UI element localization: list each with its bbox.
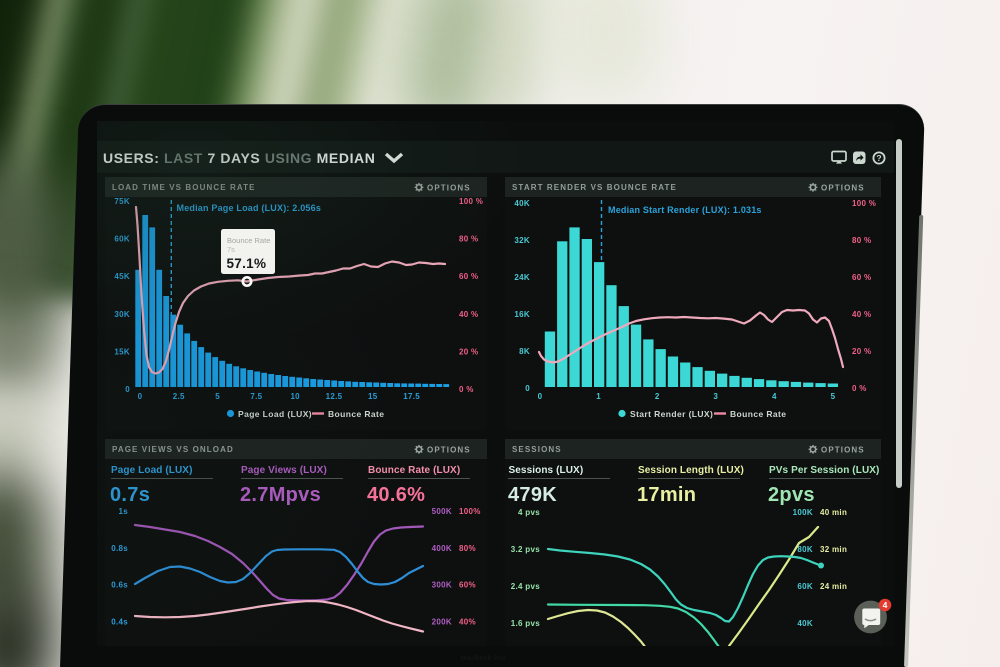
svg-text:24K: 24K — [514, 273, 530, 282]
svg-text:5: 5 — [831, 392, 836, 401]
svg-text:40%: 40% — [459, 617, 476, 626]
svg-text:Page Views (LUX): Page Views (LUX) — [241, 465, 327, 476]
svg-text:32 min: 32 min — [820, 545, 847, 554]
svg-text:0.4s: 0.4s — [111, 617, 128, 626]
svg-text:3: 3 — [713, 392, 718, 401]
svg-text:80%: 80% — [459, 544, 476, 553]
svg-text:15K: 15K — [114, 347, 130, 356]
svg-text:24 min: 24 min — [820, 582, 847, 591]
svg-text:Session Length (LUX): Session Length (LUX) — [638, 465, 744, 476]
svg-text:400K: 400K — [432, 544, 452, 553]
svg-text:10: 10 — [290, 392, 300, 401]
svg-text:17.5: 17.5 — [403, 392, 420, 401]
svg-text:8K: 8K — [519, 347, 530, 356]
svg-text:60 %: 60 % — [852, 273, 871, 282]
svg-text:Median Page Load (LUX): 2.056s: Median Page Load (LUX): 2.056s — [177, 203, 322, 213]
svg-text:0: 0 — [538, 392, 543, 401]
svg-text:3.2 pvs: 3.2 pvs — [511, 545, 540, 554]
svg-text:4: 4 — [772, 392, 777, 401]
svg-text:80 %: 80 % — [459, 235, 478, 244]
svg-text:30K: 30K — [114, 310, 130, 319]
svg-text:300K: 300K — [432, 581, 452, 590]
svg-text:2: 2 — [655, 392, 660, 401]
svg-text:Bounce Rate: Bounce Rate — [730, 409, 786, 419]
svg-text:2.5: 2.5 — [173, 392, 185, 401]
svg-text:32K: 32K — [514, 236, 530, 245]
svg-text:Sessions (LUX): Sessions (LUX) — [509, 465, 584, 476]
svg-text:500K: 500K — [432, 507, 452, 516]
svg-text:100%: 100% — [459, 507, 481, 516]
svg-text:OPTIONS: OPTIONS — [821, 184, 865, 193]
svg-text:17min: 17min — [637, 484, 696, 506]
svg-text:75K: 75K — [114, 197, 130, 206]
svg-text:0 %: 0 % — [852, 384, 867, 393]
svg-text:2pvs: 2pvs — [768, 484, 815, 506]
svg-text:Page Load (LUX): Page Load (LUX) — [238, 409, 312, 419]
svg-text:479K: 479K — [508, 484, 557, 506]
svg-text:Bounce Rate: Bounce Rate — [227, 236, 270, 245]
svg-text:40 %: 40 % — [459, 310, 478, 319]
svg-text:PVs Per Session (LUX): PVs Per Session (LUX) — [769, 465, 879, 476]
svg-text:40.6%: 40.6% — [367, 484, 425, 506]
svg-text:100K: 100K — [793, 508, 813, 517]
svg-text:7.5: 7.5 — [250, 392, 262, 401]
svg-text:45K: 45K — [114, 272, 130, 281]
svg-text:80 %: 80 % — [852, 236, 871, 245]
svg-text:1.6 pvs: 1.6 pvs — [511, 619, 540, 628]
svg-text:40K: 40K — [797, 619, 813, 628]
svg-text:0: 0 — [138, 392, 143, 401]
svg-text:5: 5 — [215, 392, 220, 401]
svg-text:4: 4 — [883, 600, 888, 610]
svg-text:OPTIONS: OPTIONS — [427, 184, 471, 193]
svg-text:60 %: 60 % — [459, 272, 478, 281]
svg-text:4 pvs: 4 pvs — [518, 508, 540, 517]
svg-text:60K: 60K — [797, 582, 813, 591]
svg-text:40 min: 40 min — [820, 508, 847, 517]
svg-text:0.6s: 0.6s — [111, 581, 128, 590]
svg-text:40 %: 40 % — [852, 310, 871, 319]
svg-text:0.8s: 0.8s — [111, 544, 128, 553]
svg-text:80K: 80K — [797, 545, 813, 554]
svg-text:57.1%: 57.1% — [227, 256, 267, 271]
svg-text:1: 1 — [596, 392, 601, 401]
svg-text:20 %: 20 % — [852, 347, 871, 356]
svg-text:0.7s: 0.7s — [110, 484, 150, 506]
svg-text:Bounce Rate (LUX): Bounce Rate (LUX) — [368, 465, 460, 476]
svg-text:40K: 40K — [514, 199, 530, 208]
svg-text:0 %: 0 % — [459, 385, 474, 394]
svg-text:0: 0 — [525, 384, 530, 393]
svg-text:?: ? — [876, 153, 881, 163]
svg-text:OPTIONS: OPTIONS — [821, 446, 865, 455]
svg-text:OPTIONS: OPTIONS — [427, 446, 471, 455]
svg-text:100 %: 100 % — [459, 197, 483, 206]
svg-text:2.4 pvs: 2.4 pvs — [511, 582, 540, 591]
svg-text:200K: 200K — [432, 617, 452, 626]
svg-text:2.7Mpvs: 2.7Mpvs — [240, 484, 321, 506]
svg-text:Page Load (LUX): Page Load (LUX) — [111, 465, 193, 476]
svg-text:16K: 16K — [514, 310, 530, 319]
svg-text:0: 0 — [125, 385, 130, 394]
svg-text:Median Start Render (LUX): 1.0: Median Start Render (LUX): 1.031s — [608, 205, 762, 215]
svg-text:15: 15 — [368, 392, 378, 401]
svg-text:60%: 60% — [459, 581, 476, 590]
svg-text:7s: 7s — [227, 245, 235, 254]
svg-text:Start Render (LUX): Start Render (LUX) — [630, 409, 713, 419]
svg-text:60K: 60K — [114, 235, 130, 244]
svg-text:100 %: 100 % — [852, 199, 876, 208]
svg-text:1s: 1s — [119, 507, 129, 516]
svg-text:20 %: 20 % — [459, 347, 478, 356]
svg-text:Bounce Rate: Bounce Rate — [328, 409, 384, 419]
svg-text:12.5: 12.5 — [326, 392, 343, 401]
